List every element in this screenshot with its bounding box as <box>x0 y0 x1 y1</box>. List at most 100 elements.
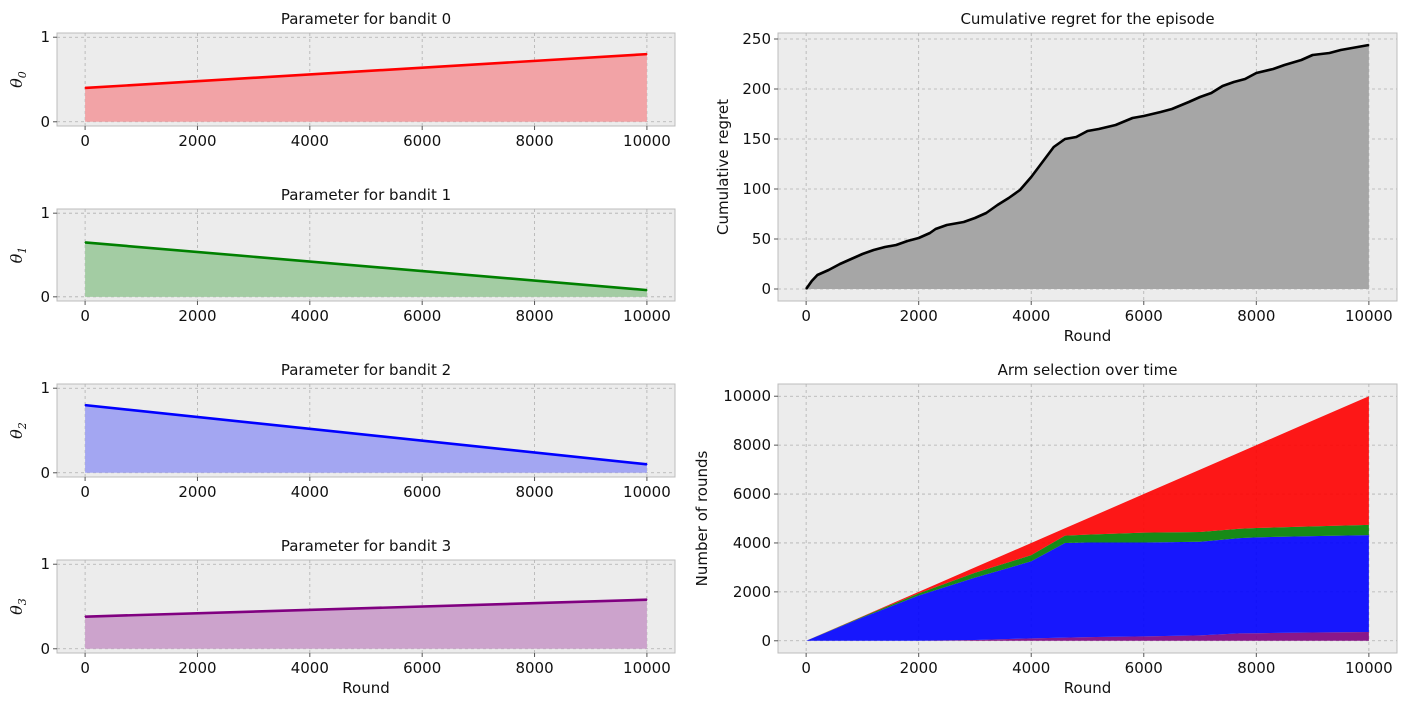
area-fill <box>806 45 1369 289</box>
data-point <box>895 244 897 246</box>
data-point <box>646 289 648 291</box>
y-tick-label: 6000 <box>733 485 771 503</box>
y-tick-label: 8000 <box>733 436 771 454</box>
x-axis-label: Round <box>342 679 389 697</box>
x-tick-label: 4000 <box>1012 659 1050 677</box>
data-point <box>84 87 86 89</box>
y-tick-label: 4000 <box>733 534 771 552</box>
data-point <box>1300 59 1302 61</box>
x-tick-label: 4000 <box>291 307 329 325</box>
data-point <box>84 616 86 618</box>
x-tick-label: 4000 <box>291 132 329 150</box>
x-tick-label: 2000 <box>178 483 216 501</box>
data-line <box>84 403 648 466</box>
stack-area-1 <box>806 535 1369 641</box>
y-axis-label: θ2 <box>7 422 29 439</box>
y-axis-label: Cumulative regret <box>714 99 732 235</box>
y-tick-label: 1 <box>40 28 50 46</box>
x-tick-label: 6000 <box>1125 659 1163 677</box>
y-axis-label: Number of rounds <box>693 451 711 587</box>
x-tick-label: 2000 <box>900 307 938 325</box>
data-point <box>1283 64 1286 66</box>
x-tick-label: 8000 <box>515 307 553 325</box>
data-point <box>884 246 886 248</box>
data-point <box>1053 146 1055 148</box>
x-tick-label: 10000 <box>1345 307 1393 325</box>
data-point <box>1199 96 1201 98</box>
subplot-5: 0 2000 4000 6000 8000 10000 0 2000 4000 6000 8000 1… <box>693 361 1398 697</box>
y-tick-label: 0 <box>40 640 50 658</box>
data-point <box>1272 68 1274 70</box>
data-point <box>1357 46 1359 48</box>
y-axis-label: θ0 <box>7 71 29 88</box>
y-tick-label: 2000 <box>733 583 771 601</box>
y-tick-label: 10000 <box>723 387 771 405</box>
x-tick-label: 6000 <box>1125 307 1163 325</box>
data-point <box>918 237 920 239</box>
data-point <box>1098 128 1100 130</box>
data-point <box>1086 130 1089 132</box>
data-point <box>1340 49 1342 51</box>
data-point <box>1368 44 1370 46</box>
data-line <box>84 241 648 292</box>
data-point <box>839 263 841 265</box>
x-tick-label: 0 <box>801 659 811 677</box>
x-tick-label: 10000 <box>623 483 671 501</box>
y-tick-label: 200 <box>742 80 771 98</box>
x-tick-label: 10000 <box>623 132 671 150</box>
data-point <box>1171 108 1173 110</box>
data-line <box>85 598 647 618</box>
data-point <box>1221 85 1224 87</box>
x-tick-label: 0 <box>80 483 90 501</box>
data-point <box>1075 136 1077 138</box>
data-point <box>1160 111 1162 113</box>
data-point <box>1244 78 1246 80</box>
x-tick-label: 8000 <box>1237 307 1275 325</box>
data-point <box>828 269 830 271</box>
y-tick-label: 0 <box>761 280 771 298</box>
y-tick-label: 1 <box>40 555 50 573</box>
subplot-title: Parameter for bandit 2 <box>281 361 451 379</box>
y-tick-label: 100 <box>742 180 771 198</box>
area-fill <box>85 242 647 297</box>
area-fill <box>85 54 647 122</box>
subplot-title: Cumulative regret for the episode <box>960 10 1214 28</box>
x-tick-label: 6000 <box>403 132 441 150</box>
x-tick-label: 0 <box>80 307 90 325</box>
data-point <box>1030 176 1032 178</box>
data-point <box>1255 72 1257 74</box>
data-point <box>1041 161 1044 163</box>
subplot-4: 0 2000 4000 6000 8000 10000 0 50 100 150 200 250 Cum… <box>714 10 1398 345</box>
subplot-title: Parameter for bandit 1 <box>281 186 451 204</box>
data-point <box>805 288 807 290</box>
x-tick-label: 8000 <box>515 659 553 677</box>
y-tick-label: 0 <box>40 464 50 482</box>
y-axis-label: θ1 <box>7 247 29 264</box>
y-tick-label: 0 <box>40 113 50 131</box>
x-tick-label: 4000 <box>291 483 329 501</box>
x-tick-label: 6000 <box>403 659 441 677</box>
area-fill <box>85 599 647 649</box>
subplot-title: Arm selection over time <box>998 361 1178 379</box>
area-fill <box>85 405 647 473</box>
y-tick-label: 1 <box>40 204 50 222</box>
data-point <box>646 599 648 601</box>
y-tick-label: 0 <box>40 288 50 306</box>
x-tick-label: 2000 <box>900 659 938 677</box>
data-point <box>84 241 86 244</box>
data-point <box>963 221 965 223</box>
y-tick-label: 250 <box>742 30 771 48</box>
data-point <box>811 280 813 282</box>
x-tick-label: 10000 <box>1345 659 1393 677</box>
y-tick-label: 150 <box>742 130 771 148</box>
x-tick-label: 6000 <box>403 307 441 325</box>
data-point <box>946 224 948 226</box>
data-point <box>873 249 875 251</box>
data-line <box>805 43 1370 290</box>
data-point <box>816 274 818 276</box>
x-tick-label: 0 <box>80 659 90 677</box>
data-point <box>1311 54 1314 56</box>
data-point <box>1143 115 1145 117</box>
subplot-title: Parameter for bandit 0 <box>281 10 451 28</box>
data-point <box>929 232 931 234</box>
